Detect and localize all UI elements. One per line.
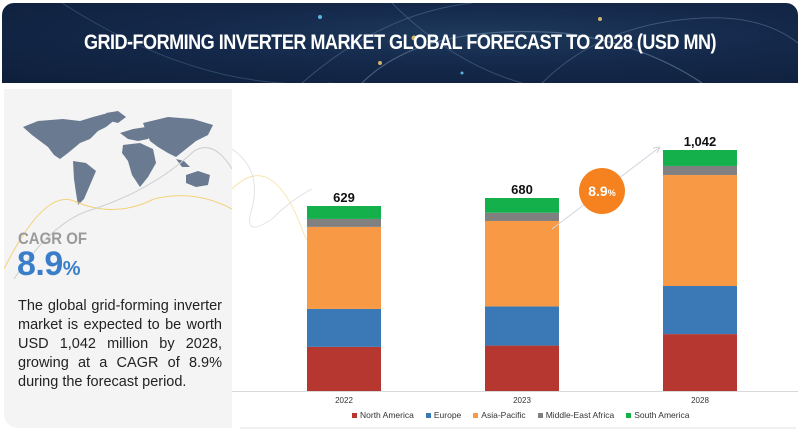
legend-item-middle-east-africa: Middle-East Africa [537,410,615,420]
legend-label: Middle-East Africa [545,410,615,420]
bar-segment-asia-pacific-2028 [663,174,737,286]
legend-label: North America [360,410,414,420]
legend-label: Europe [433,410,462,420]
cagr-arrow-head-icon [652,146,661,154]
legend-swatch [425,412,431,418]
world-map-icon [23,111,213,205]
legend-item-asia-pacific: Asia-Pacific [473,410,526,420]
bar-segment-north-america-2022 [307,346,381,391]
bar-total-label-2028: 1,042 [684,134,717,149]
bar-segment-middle-east-africa-2028 [663,165,737,175]
bar-segment-north-america-2028 [663,334,737,391]
page-title: GRID-FORMING INVERTER MARKET GLOBAL FORE… [83,31,717,54]
legend-swatch [537,412,543,418]
x-tick-label-2023: 2023 [513,396,531,405]
stacked-bar-chart: 629 2022 680 2023 1,042 2028 8.9% [231,134,798,405]
x-tick-label-2022: 2022 [335,396,353,405]
cagr-badge-label: 8.9% [588,183,615,199]
cagr-label: CAGR OF [18,229,87,248]
legend-swatch [352,412,357,418]
bar-total-label-2022: 629 [333,190,355,205]
banner-decoration [61,3,798,83]
chart-legend: North America Europe Asia-Pacific Middle-Ea… [352,410,689,420]
legend-swatch [626,412,632,418]
x-tick-label-2028: 2028 [691,396,709,405]
bar-total-label-2023: 680 [511,182,533,197]
cagr-unit: % [62,258,81,280]
bar-segment-middle-east-africa-2023 [485,212,559,221]
cagr-badge [579,168,625,214]
cagr-number: 8.9 [17,245,63,283]
bar-segment-south-america-2022 [307,206,381,219]
legend-label: Asia-Pacific [481,410,526,420]
bar-segment-south-america-2028 [663,150,737,166]
bar-segment-middle-east-africa-2022 [307,218,381,227]
chart-area: 629 2022 680 2023 1,042 2028 8.9% [231,89,798,428]
bar-segment-south-america-2023 [485,198,559,213]
bar-segment-europe-2023 [485,306,559,346]
legend-swatch [473,412,479,418]
bar-segment-asia-pacific-2023 [485,220,559,307]
cagr-value: 8.9% [17,245,81,284]
bar-segment-europe-2028 [663,285,737,335]
decorative-wave [231,148,313,228]
legend-label: South America [634,410,690,420]
left-panel: CAGR OF 8.9% The global grid-forming inv… [4,89,232,428]
market-summary: The global grid-forming inverter market … [18,298,222,390]
bar-segment-north-america-2023 [485,345,559,391]
divider [240,427,796,429]
header-banner: GRID-FORMING INVERTER MARKET GLOBAL FORE… [2,3,798,83]
legend-item-north-america: North America [352,410,414,420]
bar-segment-europe-2022 [307,308,381,347]
decorative-waves [4,147,232,280]
legend-item-south-america: South America [626,410,689,420]
bar-segment-asia-pacific-2022 [307,226,381,309]
legend-item-europe: Europe [425,410,462,420]
